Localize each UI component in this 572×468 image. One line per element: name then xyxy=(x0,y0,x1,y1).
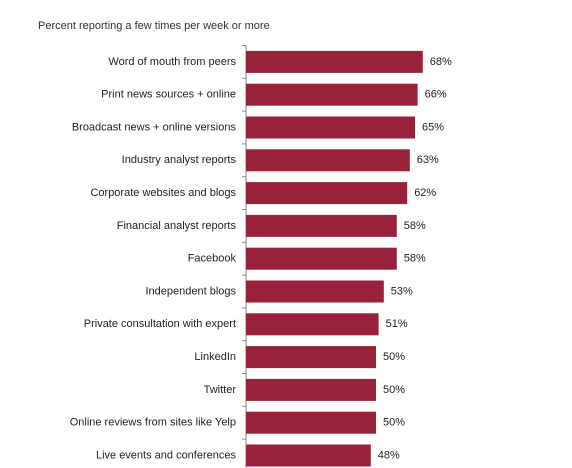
value-label: 66% xyxy=(425,89,447,101)
category-label: Industry analyst reports xyxy=(122,154,237,166)
value-label: 58% xyxy=(404,253,426,265)
value-label: 58% xyxy=(404,220,426,232)
value-label: 50% xyxy=(383,417,405,429)
bar xyxy=(246,149,410,172)
category-label: Private consultation with expert xyxy=(84,318,236,330)
value-label: 50% xyxy=(383,351,405,363)
category-label: Corporate websites and blogs xyxy=(90,187,236,199)
bar xyxy=(246,247,397,270)
bar xyxy=(246,378,376,401)
bar xyxy=(246,313,379,336)
bar xyxy=(246,346,376,369)
value-label: 51% xyxy=(386,318,408,330)
value-label: 50% xyxy=(383,384,405,396)
category-label: Twitter xyxy=(204,384,237,396)
bar xyxy=(246,214,397,237)
bar xyxy=(246,50,423,73)
category-label: Online reviews from sites like Yelp xyxy=(70,417,236,429)
value-label: 48% xyxy=(378,449,400,461)
chart-subtitle: Percent reporting a few times per week o… xyxy=(38,20,270,32)
bar xyxy=(246,182,408,205)
value-label: 53% xyxy=(391,285,413,297)
bar xyxy=(246,411,376,434)
bar xyxy=(246,116,415,139)
category-label: Independent blogs xyxy=(145,285,236,297)
value-label: 62% xyxy=(414,187,436,199)
category-label: Facebook xyxy=(188,253,237,265)
category-label: Financial analyst reports xyxy=(117,220,237,232)
value-label: 65% xyxy=(422,121,444,133)
bar xyxy=(246,444,371,467)
category-label: Broadcast news + online versions xyxy=(72,121,237,133)
value-label: 63% xyxy=(417,154,439,166)
category-label: Live events and conferences xyxy=(96,449,237,461)
category-label: LinkedIn xyxy=(194,351,236,363)
value-label: 68% xyxy=(430,56,452,68)
category-label: Print news sources + online xyxy=(101,89,236,101)
category-label: Word of mouth from peers xyxy=(108,56,236,68)
bar xyxy=(246,280,384,303)
bar xyxy=(246,83,418,106)
